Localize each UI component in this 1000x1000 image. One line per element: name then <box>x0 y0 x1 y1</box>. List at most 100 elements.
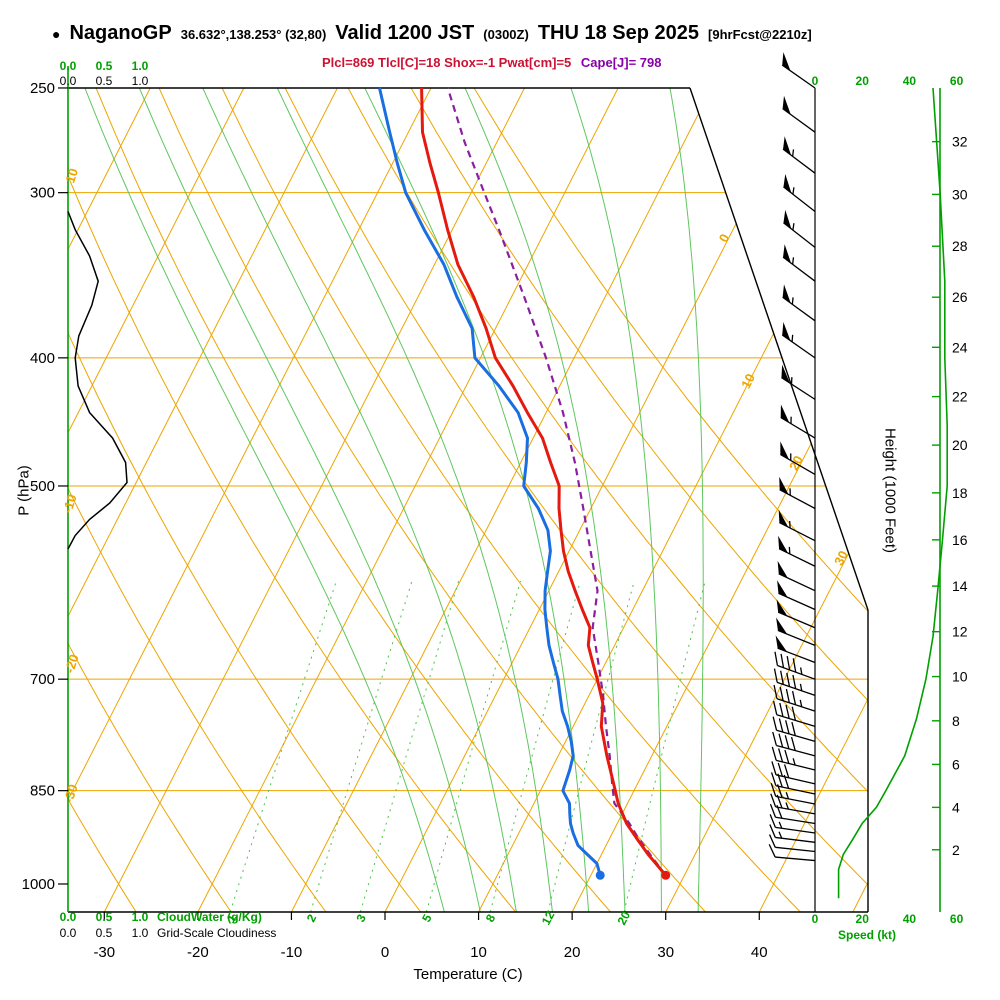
cloud-scale-label-top-black: 0.0 <box>60 74 77 88</box>
temperature-tick-label: 0 <box>381 944 389 961</box>
moist-adiabat-line <box>570 88 662 912</box>
dry-adiabat-line <box>473 88 868 912</box>
dry-adiabat-line <box>158 88 706 912</box>
isotherm-line <box>68 88 432 912</box>
height-tick-label: 20 <box>952 437 968 453</box>
pressure-tick-label: 700 <box>30 671 55 688</box>
wind-barb-staff <box>783 186 816 213</box>
isotherm-line <box>197 88 619 912</box>
wind-barb-full <box>777 773 783 788</box>
wind-barb <box>768 844 816 862</box>
mixing-ratio-label: 2 <box>304 912 320 925</box>
cloud-scale-label-bottom-black: 0.0 <box>60 926 77 940</box>
wind-barb-full <box>776 784 783 798</box>
wind-barb-full <box>785 704 790 719</box>
wind-barb-full <box>790 736 796 751</box>
pressure-tick-label: 500 <box>30 478 55 495</box>
moist-adiabat-line <box>364 88 590 912</box>
dewpoint-curve <box>378 87 602 876</box>
wind-barb <box>783 209 816 248</box>
wind-barb-half <box>791 149 795 157</box>
height-tick-label: 26 <box>952 289 968 305</box>
height-tick-label: 16 <box>952 532 968 548</box>
wind-barb-full <box>791 721 796 736</box>
dry-adiabat-line <box>68 88 137 912</box>
isotherm-line <box>571 88 868 912</box>
wind-barb <box>771 761 816 785</box>
cloudwater-axis-title: CloudWater (g/Kg) <box>157 910 262 924</box>
wind-barb-full <box>784 735 790 750</box>
speed-axis-title: Speed (kt) <box>838 928 897 942</box>
wind-barb <box>780 404 816 439</box>
wind-barb <box>777 560 816 592</box>
wind-barb <box>781 364 816 400</box>
temperature-tick-label: 20 <box>564 944 581 961</box>
isotherm-line <box>103 88 525 912</box>
height-tick-label: 4 <box>952 799 960 815</box>
speed-scale-label-top: 60 <box>950 74 964 88</box>
dry-adiabat-value-label: -10 <box>60 492 80 515</box>
cloudiness-axis-title: Grid-Scale Cloudiness <box>157 926 277 940</box>
wind-barb <box>782 244 816 282</box>
temperature-curve <box>420 87 667 877</box>
speed-scale-label-bottom: 60 <box>950 912 964 926</box>
isotherm-line <box>68 88 151 912</box>
wind-barb <box>776 599 816 629</box>
wind-barb-staff <box>776 744 816 757</box>
dry-adiabat-line <box>347 88 868 912</box>
cloud-scale-label-bottom-green: 0.0 <box>60 910 77 924</box>
wind-barb-pennant <box>779 476 789 495</box>
cloud-scale-label-top-green: 1.0 <box>132 59 149 73</box>
wind-barb <box>772 700 816 728</box>
dry-adiabat-value-label: -20 <box>62 652 82 675</box>
temperature-tick-label: -30 <box>93 944 115 961</box>
wind-barb-staff <box>776 759 816 771</box>
wind-barb <box>782 95 816 133</box>
mixing-ratio-line <box>425 580 522 912</box>
cloud-scale-label-bottom-green: 0.5 <box>96 910 113 924</box>
wind-barb-full <box>778 748 784 763</box>
wind-barb-staff <box>782 148 816 174</box>
temperature-tick-label: -20 <box>187 944 209 961</box>
wind-barb-pennant <box>775 635 787 652</box>
wind-barb-full <box>771 761 777 776</box>
wind-barb <box>777 580 816 611</box>
wind-barb-pennant <box>781 364 790 384</box>
speed-scale-label-bottom: 40 <box>903 912 917 926</box>
height-tick-label: 32 <box>952 134 968 150</box>
cloud-water-curve <box>67 211 128 550</box>
wind-barb-full <box>769 803 777 818</box>
sounding-parameters: Plcl=869 Tlcl[C]=18 Shox=-1 Pwat[cm]=5 C… <box>322 55 661 70</box>
wind-barb <box>778 509 816 542</box>
wind-barb-staff <box>782 108 816 133</box>
wind-barb <box>770 782 816 805</box>
wind-barb <box>782 284 816 322</box>
wind-barb <box>770 772 816 795</box>
height-tick-label: 8 <box>952 713 960 729</box>
wind-barb <box>774 651 816 680</box>
wind-barb-staff <box>776 681 816 696</box>
isotherm-line <box>758 88 868 912</box>
wind-barb-half <box>792 187 795 195</box>
station-bullet-icon: ● <box>52 26 61 42</box>
valid-time: Valid 1200 JST <box>335 22 475 44</box>
wind-barb-staff <box>777 664 816 680</box>
wind-barb-staff <box>775 816 816 825</box>
wind-barb-pennant <box>776 599 788 617</box>
station-name: NaganoGP <box>69 22 172 44</box>
wind-barb <box>781 52 816 89</box>
valid-time-utc: (0300Z) <box>483 27 529 42</box>
wind-barb <box>771 746 816 771</box>
dry-adiabat-line <box>410 88 868 912</box>
wind-barb-full <box>784 749 790 764</box>
wind-barb-full <box>783 764 790 778</box>
wind-barb-pennant <box>780 404 790 423</box>
dry-adiabat-line <box>95 88 611 912</box>
params-main: Plcl=869 Tlcl[C]=18 Shox=-1 Pwat[cm]=5 <box>322 55 572 70</box>
wind-barb-full <box>773 668 778 683</box>
isotherm-line <box>665 88 868 912</box>
wind-barb-staff <box>778 548 816 567</box>
pressure-tick-label: 1000 <box>22 876 55 893</box>
temperature-axis-title: Temperature (C) <box>413 966 523 983</box>
